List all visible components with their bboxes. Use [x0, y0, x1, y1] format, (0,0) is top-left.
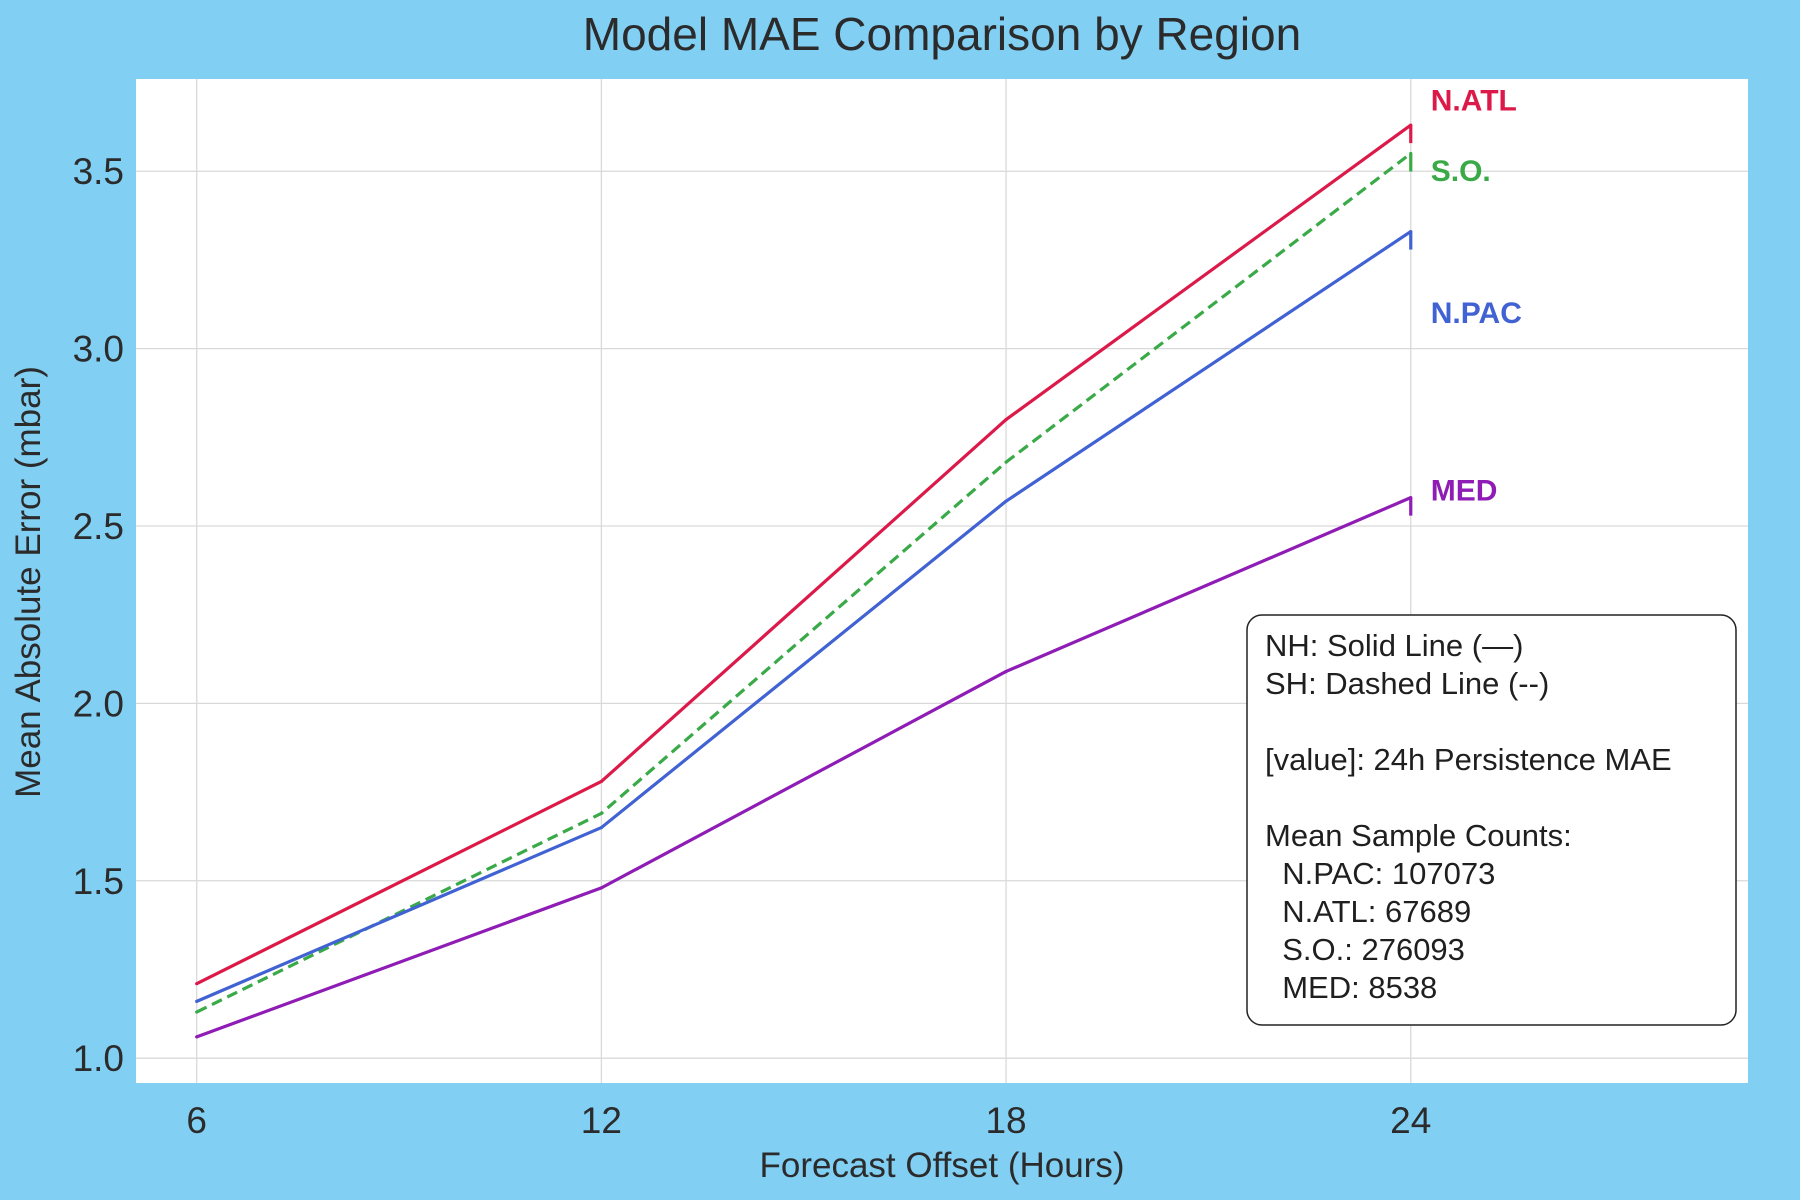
annotation-line: SH: Dashed Line (--) [1265, 666, 1549, 701]
end-label-n-atl: N.ATL [1431, 84, 1517, 117]
y-tick-label: 1.5 [73, 861, 124, 902]
annotation-line: [value]: 24h Persistence MAE [1265, 742, 1672, 777]
chart-title: Model MAE Comparison by Region [583, 8, 1301, 60]
x-tick-label: 18 [985, 1100, 1026, 1141]
end-label-s-o: S.O. [1431, 155, 1491, 188]
annotation-line: NH: Solid Line (—) [1265, 628, 1523, 663]
data-point-s-o [1004, 460, 1008, 464]
y-tick-label: 1.0 [73, 1038, 124, 1079]
annotation-line: MED: 8538 [1265, 970, 1437, 1005]
annotation-line: N.PAC: 107073 [1265, 856, 1495, 891]
annotation-line: Mean Sample Counts: [1265, 818, 1572, 853]
tick-labels: 6 12 18 24 1.0 1.5 2.0 2.5 3.0 3.5 [73, 151, 1432, 1141]
series-line-n-atl [195, 123, 1412, 986]
series-layer [195, 123, 1413, 1039]
end-label-n-pac: N.PAC [1431, 297, 1522, 330]
annotation-line: S.O.: 276093 [1265, 932, 1465, 967]
x-tick-label: 12 [581, 1100, 622, 1141]
data-point-med [195, 1035, 199, 1039]
x-tick-label: 24 [1390, 1100, 1431, 1141]
x-axis-label: Forecast Offset (Hours) [759, 1146, 1124, 1185]
data-point-n-pac [1004, 499, 1008, 503]
data-point-s-o [599, 811, 603, 815]
end-labels: N.ATL S.O. N.PAC MED [1431, 84, 1522, 507]
y-tick-label: 3.5 [73, 151, 124, 192]
annotation-text: NH: Solid Line (—) SH: Dashed Line (--) [v… [1265, 628, 1672, 1005]
data-point-n-pac [599, 825, 603, 830]
data-point-n-atl [599, 779, 603, 784]
data-point-med [599, 886, 603, 890]
y-axis-label: Mean Absolute Error (mbar) [9, 366, 48, 798]
series-line-s-o [195, 152, 1412, 1014]
y-tick-label: 3.0 [73, 329, 124, 370]
data-point-n-pac [195, 999, 199, 1004]
y-tick-label: 2.0 [73, 683, 124, 724]
data-point-n-atl [1004, 417, 1008, 422]
annotation-line: N.ATL: 67689 [1265, 894, 1471, 929]
series-line-n-pac [196, 230, 1412, 1003]
data-point-med [1004, 669, 1008, 674]
annotation-box: NH: Solid Line (—) SH: Dashed Line (--) [v… [1246, 614, 1737, 1026]
x-tick-label: 6 [186, 1100, 207, 1141]
data-point-n-atl [195, 982, 199, 986]
series-line-med [196, 496, 1412, 1039]
end-label-med: MED [1431, 475, 1498, 508]
data-point-s-o [195, 1010, 199, 1014]
y-tick-label: 2.5 [73, 506, 124, 547]
